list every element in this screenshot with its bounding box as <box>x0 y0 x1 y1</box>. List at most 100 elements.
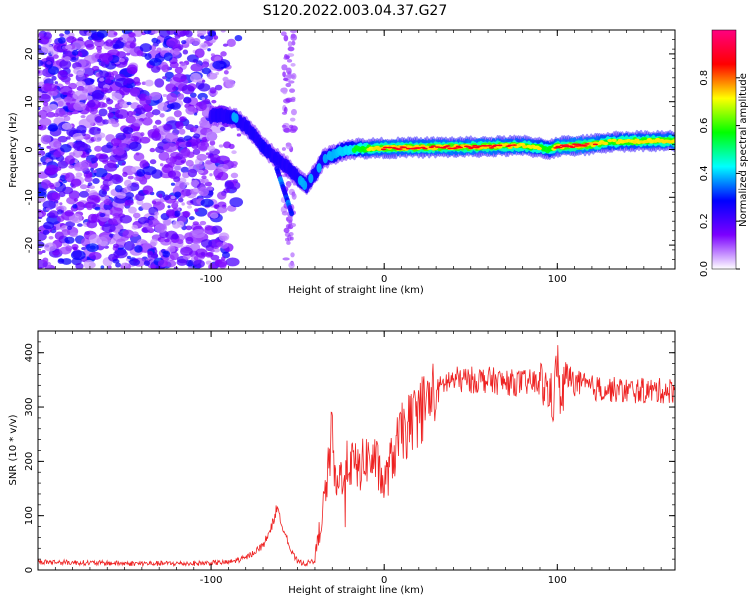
noise-blob <box>216 191 227 200</box>
noise-blob <box>166 37 181 48</box>
noise-blob <box>38 241 45 249</box>
noise-blob <box>226 38 236 47</box>
snr-xtick-label: -100 <box>200 575 223 586</box>
noise-blob <box>174 66 184 74</box>
noise-blob <box>86 99 101 110</box>
noise-blob <box>98 108 108 117</box>
ridge-segment <box>422 147 428 150</box>
noise-blob <box>105 39 114 47</box>
noise-blob <box>184 182 190 186</box>
noise-blob <box>131 224 138 230</box>
noise-blob <box>137 216 150 225</box>
noise-blob <box>72 203 78 209</box>
noise-blob <box>70 250 86 261</box>
noise-blob <box>285 142 292 150</box>
noise-blob <box>287 46 295 52</box>
noise-blob <box>76 80 86 87</box>
noise-blob <box>53 150 62 158</box>
noise-blob <box>54 81 59 85</box>
noise-blob <box>44 242 57 252</box>
noise-blob <box>113 249 128 259</box>
noise-blob <box>217 163 229 173</box>
noise-blob <box>127 175 134 180</box>
noise-blob <box>167 170 177 178</box>
noise-blob <box>178 141 188 148</box>
noise-blob <box>182 30 190 36</box>
noise-blob <box>64 172 75 183</box>
noise-blob <box>205 131 218 142</box>
noise-blob <box>290 62 296 67</box>
noise-blob <box>65 44 73 50</box>
noise-blob <box>185 159 194 167</box>
noise-blob <box>134 126 140 132</box>
noise-blob <box>115 228 120 233</box>
noise-blob <box>165 209 175 217</box>
noise-blob <box>211 99 217 104</box>
noise-blob <box>165 157 175 164</box>
noise-blob <box>172 73 187 83</box>
noise-blob <box>290 252 295 258</box>
noise-blob <box>193 133 201 139</box>
noise-blob <box>136 169 146 177</box>
noise-blob <box>173 110 182 118</box>
noise-blob <box>220 51 227 57</box>
noise-blob <box>290 34 298 41</box>
noise-blob <box>144 222 149 228</box>
noise-blob <box>77 223 83 227</box>
noise-blob <box>114 109 129 120</box>
noise-blob <box>205 152 211 156</box>
ridge-segment <box>308 173 314 184</box>
noise-blob <box>209 87 217 94</box>
noise-blob <box>218 232 230 242</box>
noise-blob <box>118 142 127 149</box>
noise-blob <box>59 246 72 255</box>
noise-blob <box>72 132 85 141</box>
noise-blob <box>289 124 294 129</box>
noise-blob <box>163 123 173 131</box>
noise-blob <box>65 221 76 228</box>
noise-blob <box>158 193 163 198</box>
noise-blob <box>109 76 115 81</box>
noise-blob <box>126 64 138 75</box>
spectrogram-ytick-label: 20 <box>24 48 35 61</box>
noise-blob <box>126 255 131 259</box>
ridge-segment <box>486 144 493 147</box>
spectrogram-ytick-label: -20 <box>24 237 35 253</box>
noise-blob <box>108 180 114 186</box>
noise-blob <box>290 108 297 116</box>
noise-blob <box>38 250 43 255</box>
snr-ylabel: SNR (10 * v/v) <box>8 414 19 485</box>
ridge-segment <box>405 147 412 150</box>
noise-blob <box>144 79 154 87</box>
noise-blob <box>199 220 207 226</box>
noise-blob <box>287 40 293 48</box>
noise-blob <box>140 132 145 137</box>
noise-blob <box>94 116 103 123</box>
ridge-segment <box>572 143 578 146</box>
spectrogram-xtick-label: -100 <box>200 274 223 285</box>
noise-blob <box>39 117 52 127</box>
noise-blob <box>218 144 224 148</box>
noise-blob <box>154 78 165 88</box>
snr-ytick-label: 300 <box>24 397 35 416</box>
noise-blob <box>59 202 63 206</box>
noise-blob <box>165 83 177 93</box>
noise-blob <box>193 187 199 193</box>
noise-blob <box>91 65 100 71</box>
noise-blob <box>186 205 193 209</box>
noise-blob <box>288 80 295 84</box>
noise-blob <box>59 85 73 96</box>
noise-blob <box>81 246 87 251</box>
noise-blob <box>181 84 195 95</box>
noise-blob <box>200 178 209 184</box>
noise-blob <box>166 30 176 35</box>
noise-blob <box>38 106 41 111</box>
noise-blob <box>138 177 147 183</box>
noise-blob <box>286 67 292 75</box>
ridge-segment <box>447 147 453 150</box>
noise-blob <box>131 110 137 116</box>
noise-blob <box>130 135 139 142</box>
noise-blob <box>220 30 226 33</box>
ridge-segment <box>576 143 582 146</box>
